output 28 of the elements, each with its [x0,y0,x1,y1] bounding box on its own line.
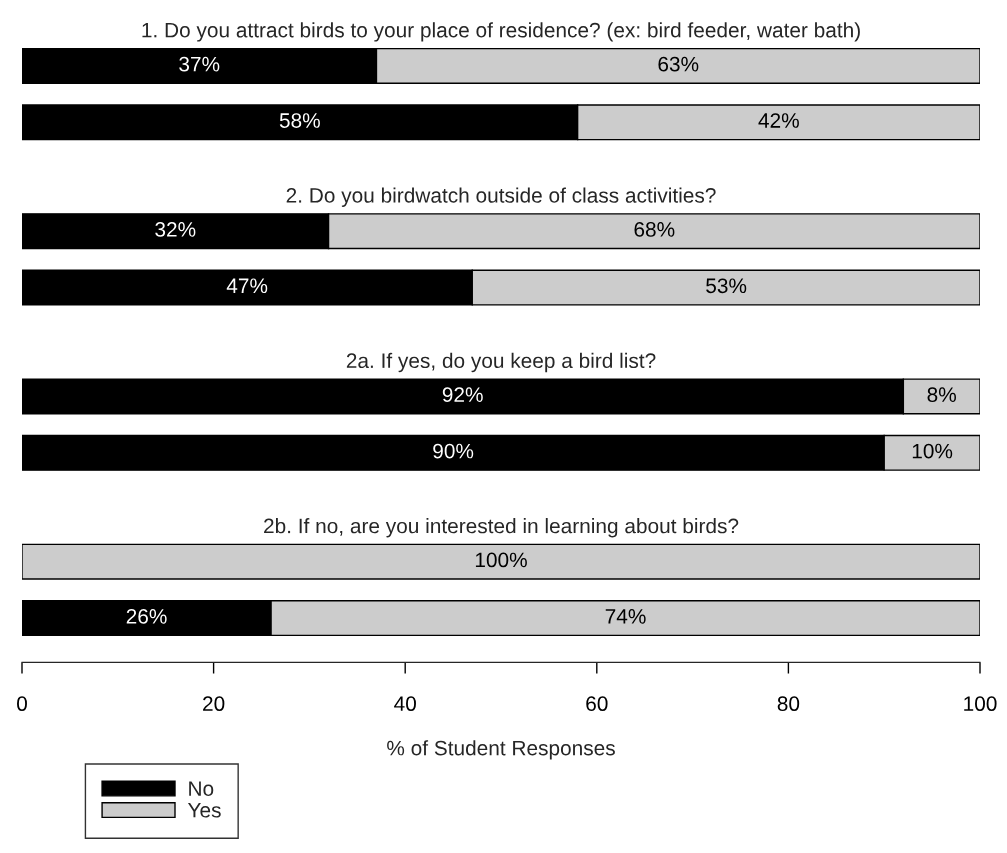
data-label: 53% [706,278,747,294]
data-label: 58% [279,113,320,128]
x-tick-label: 40 [394,696,416,712]
data-label: 63% [658,56,699,72]
annotation: 2. Do you birdwatch outside of class activities? [286,187,716,207]
data-label: 100% [475,552,527,568]
data-label: 47% [226,278,268,294]
annotation: 2b. If no, are you interested in learning about birds? [264,518,739,538]
legend-label: Yes [187,803,221,818]
annotation: 1. Do you attract birds to your place of residence? (ex: bird feeder, water bath) [142,22,860,42]
data-label: 26% [126,608,167,624]
x-tick-label: 80 [777,696,800,712]
x-tick-label: 0 [17,696,27,712]
x-tick-label: 20 [203,696,225,712]
x-tick-label: 60 [586,696,608,712]
data-label: 37% [179,56,220,72]
x-axis-title: % of Student Responses [387,740,615,760]
data-label: 90% [433,443,474,459]
data-label: 8% [927,387,956,403]
data-label: 42% [758,113,799,128]
annotation: 2a. If yes, do you keep a bird list? [346,352,656,373]
data-label: 92% [442,387,483,403]
data-label: 74% [605,609,646,624]
data-label: 68% [634,222,675,237]
data-label: 10% [912,443,953,459]
data-label: 32% [155,222,196,237]
legend-label: No [189,781,214,797]
x-tick-label: 100 [964,696,997,712]
